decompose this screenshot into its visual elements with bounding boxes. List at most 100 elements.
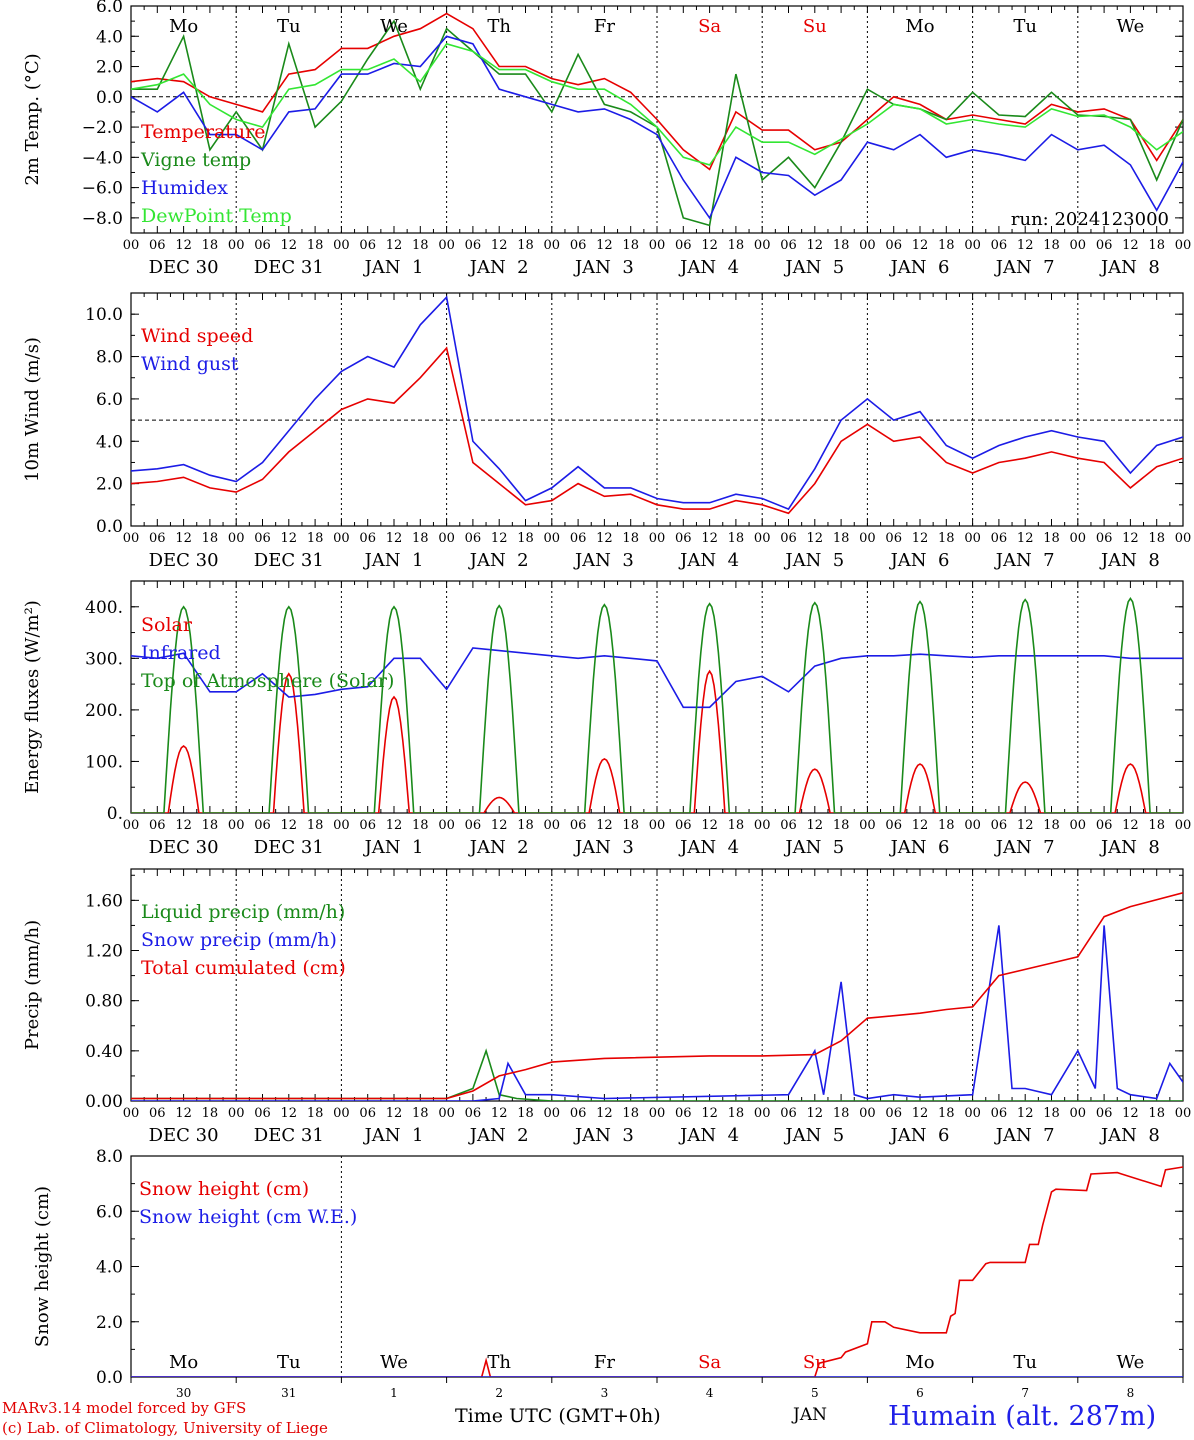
x-hour-label: 00 bbox=[1070, 238, 1087, 253]
y-tick-label: −4.0 bbox=[82, 148, 123, 168]
x-hour-label: 06 bbox=[675, 531, 692, 546]
x-hour-label: 06 bbox=[1096, 1106, 1113, 1121]
x-hour-label: 18 bbox=[622, 1106, 639, 1121]
panel-2 bbox=[130, 292, 1184, 527]
x-hour-label: 00 bbox=[649, 238, 666, 253]
day-name-label: Fr bbox=[594, 16, 615, 37]
x-date-label: DEC 31 bbox=[254, 257, 324, 278]
legend-entry: Total cumulated (cm) bbox=[141, 957, 346, 979]
x-hour-label: 12 bbox=[701, 238, 718, 253]
x-hour-label: 00 bbox=[859, 531, 876, 546]
x-hour-label: 18 bbox=[1148, 531, 1165, 546]
model-credit: MARv3.14 model forced by GFS bbox=[2, 1399, 247, 1417]
x-hour-label: 06 bbox=[570, 1106, 587, 1121]
x-date-label: JAN 7 bbox=[994, 550, 1055, 571]
day-name-label: Fr bbox=[594, 1352, 615, 1373]
meteogram: 6.0 4.0 2.0 0.0 −2.0 −4.0 −6.0 −8.0 2m Temp. (°C… bbox=[22, 0, 1192, 1400]
x-hour-label: 18 bbox=[307, 531, 324, 546]
x-hour-label: 06 bbox=[1096, 531, 1113, 546]
x-date-label: JAN 5 bbox=[783, 257, 844, 278]
x-hour-label: 18 bbox=[517, 1106, 534, 1121]
x-hour-label: 12 bbox=[1122, 1106, 1139, 1121]
x-hour-label: 06 bbox=[359, 238, 376, 253]
x-hour-label: 12 bbox=[175, 531, 192, 546]
y-tick-label: 4.0 bbox=[96, 1258, 123, 1278]
y-tick-label: 8.0 bbox=[96, 348, 123, 368]
legend-entry: Vigne temp bbox=[140, 149, 251, 171]
x-date-label: JAN 5 bbox=[783, 837, 844, 858]
x-hour-label: 12 bbox=[912, 1106, 929, 1121]
x-hour-label: 06 bbox=[885, 1106, 902, 1121]
x-hour-label: 00 bbox=[1175, 238, 1192, 253]
y-axis-label: 10m Wind (m/s) bbox=[22, 337, 43, 482]
x-hour-label: 00 bbox=[228, 818, 245, 833]
x-hour-label: 00 bbox=[754, 238, 771, 253]
x-hour-label: 12 bbox=[1017, 1106, 1034, 1121]
y-tick-label: −2.0 bbox=[82, 118, 123, 138]
x-hour-label: 18 bbox=[622, 531, 639, 546]
x-hour-label: 18 bbox=[517, 238, 534, 253]
x-date-label: JAN 3 bbox=[573, 550, 634, 571]
legend-entry: DewPoint Temp bbox=[141, 205, 292, 227]
x-hour-label: 00 bbox=[964, 238, 981, 253]
x-hour-label: 06 bbox=[570, 531, 587, 546]
series-line-green bbox=[131, 597, 1183, 813]
x-hour-label: 00 bbox=[1175, 818, 1192, 833]
y-tick-label: 4.0 bbox=[96, 27, 123, 47]
y-tick-label: 6.0 bbox=[96, 1202, 123, 1222]
series-line-blue bbox=[131, 295, 1183, 511]
y-axis-label: 2m Temp. (°C) bbox=[22, 53, 43, 185]
y-tick-label: 0.00 bbox=[85, 1092, 123, 1112]
x-hour-label: 00 bbox=[859, 1106, 876, 1121]
y-tick-label: 0. bbox=[107, 804, 123, 824]
y-tick-label: 6.0 bbox=[96, 0, 123, 17]
x-hour-label: 18 bbox=[202, 1106, 219, 1121]
month-label: JAN bbox=[793, 1405, 827, 1425]
x-hour-label: 12 bbox=[281, 531, 298, 546]
x-hour-label: 12 bbox=[807, 1106, 824, 1121]
x-hour-label: 06 bbox=[991, 1106, 1008, 1121]
x-hour-label: 12 bbox=[1122, 531, 1139, 546]
x-hour-label: 18 bbox=[202, 531, 219, 546]
x-hour-label: 00 bbox=[1070, 1106, 1087, 1121]
x-hour-label: 00 bbox=[228, 1106, 245, 1121]
x-hour-label: 12 bbox=[596, 238, 613, 253]
x-hour-label: 00 bbox=[333, 1106, 350, 1121]
y-tick-label: 8.0 bbox=[96, 1147, 123, 1167]
x-hour-label: 06 bbox=[465, 818, 482, 833]
x-hour-label: 12 bbox=[175, 1106, 192, 1121]
x-date-label: JAN 4 bbox=[678, 257, 739, 278]
x-date-label: JAN 6 bbox=[889, 837, 950, 858]
x-hour-label: 18 bbox=[1148, 1106, 1165, 1121]
x-hour-label: 00 bbox=[333, 238, 350, 253]
x-hour-label: 12 bbox=[491, 818, 508, 833]
x-hour-label: 00 bbox=[544, 531, 561, 546]
day-number-label: 7 bbox=[1021, 1386, 1029, 1400]
panel-5 bbox=[130, 1155, 1184, 1383]
x-date-label: JAN 2 bbox=[468, 837, 529, 858]
x-hour-label: 18 bbox=[728, 818, 745, 833]
x-hour-label: 06 bbox=[675, 1106, 692, 1121]
day-name-label: Mo bbox=[905, 16, 934, 37]
x-hour-label: 12 bbox=[386, 531, 403, 546]
x-date-label: JAN 8 bbox=[1099, 1125, 1160, 1146]
x-hour-label: 18 bbox=[517, 818, 534, 833]
x-hour-label: 18 bbox=[412, 531, 429, 546]
x-hour-label: 06 bbox=[885, 238, 902, 253]
legend-entry: Wind speed bbox=[141, 325, 253, 347]
x-hour-label: 00 bbox=[964, 1106, 981, 1121]
x-hour-label: 12 bbox=[701, 531, 718, 546]
y-tick-label: 2.0 bbox=[96, 475, 123, 495]
y-tick-label: 0.0 bbox=[96, 517, 123, 537]
x-hour-label: 12 bbox=[175, 818, 192, 833]
day-number-label: 4 bbox=[706, 1386, 714, 1400]
lab-credit: (c) Lab. of Climatology, University of L… bbox=[2, 1419, 328, 1437]
legend-entry: Liquid precip (mm/h) bbox=[141, 901, 345, 923]
x-hour-label: 06 bbox=[570, 818, 587, 833]
x-hour-label: 12 bbox=[807, 818, 824, 833]
x-hour-label: 00 bbox=[438, 238, 455, 253]
day-name-label: Tu bbox=[277, 1352, 301, 1373]
x-date-label: JAN 1 bbox=[363, 837, 424, 858]
x-hour-label: 12 bbox=[281, 238, 298, 253]
x-hour-label: 00 bbox=[438, 531, 455, 546]
